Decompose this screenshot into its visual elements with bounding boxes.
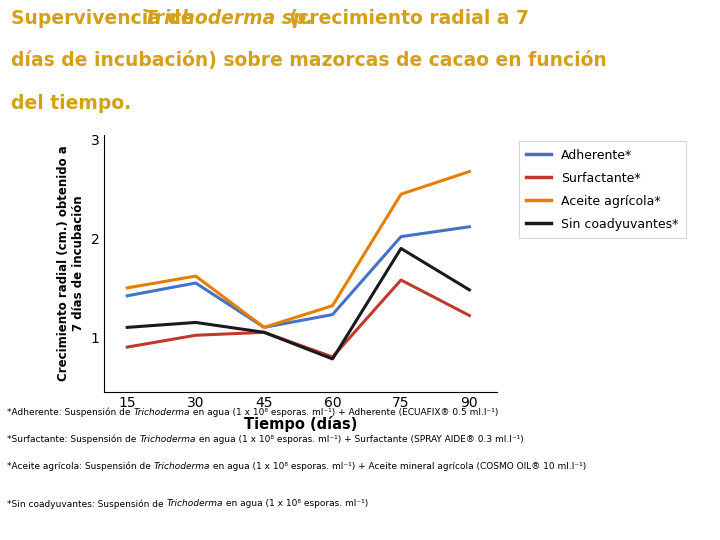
Text: Trichoderma sp.: Trichoderma sp. (144, 9, 313, 28)
Text: *Surfactante: Suspensión de: *Surfactante: Suspensión de (7, 435, 140, 444)
Text: en agua (1 x 10⁸ esporas. ml⁻¹) + Adherente (ECUAFIX® 0.5 ml.l⁻¹): en agua (1 x 10⁸ esporas. ml⁻¹) + Adhere… (190, 408, 498, 417)
Text: Trichoderma: Trichoderma (167, 500, 223, 509)
Text: *Adherente: Suspensión de: *Adherente: Suspensión de (7, 408, 134, 417)
Text: del tiempo.: del tiempo. (11, 93, 131, 112)
Text: (crecimiento radial a 7: (crecimiento radial a 7 (283, 9, 529, 28)
Text: días de incubación) sobre mazorcas de cacao en función: días de incubación) sobre mazorcas de ca… (11, 51, 606, 70)
Text: Trichoderma: Trichoderma (140, 435, 196, 444)
Text: *Aceite agrícola: Suspensión de: *Aceite agrícola: Suspensión de (7, 462, 154, 471)
Text: Supervivencia de: Supervivencia de (11, 9, 200, 28)
Legend: Adherente*, Surfactante*, Aceite agrícola*, Sin coadyuvantes*: Adherente*, Surfactante*, Aceite agrícol… (518, 141, 686, 238)
Text: en agua (1 x 10⁸ esporas. ml⁻¹) + Surfactante (SPRAY AIDE® 0.3 ml.l⁻¹): en agua (1 x 10⁸ esporas. ml⁻¹) + Surfac… (196, 435, 523, 444)
Text: en agua (1 x 10⁸ esporas. ml⁻¹): en agua (1 x 10⁸ esporas. ml⁻¹) (223, 500, 369, 509)
X-axis label: Tiempo (días): Tiempo (días) (244, 416, 357, 432)
Text: Trichoderma: Trichoderma (154, 462, 210, 471)
Text: Trichoderma: Trichoderma (134, 408, 190, 417)
Text: *Sin coadyuvantes: Suspensión de: *Sin coadyuvantes: Suspensión de (7, 500, 167, 509)
Text: en agua (1 x 10⁸ esporas. ml⁻¹) + Aceite mineral agrícola (COSMO OIL® 10 ml.l⁻¹): en agua (1 x 10⁸ esporas. ml⁻¹) + Aceite… (210, 462, 587, 471)
Y-axis label: Crecimiento radial (cm.) obtenido a
7 días de incubación: Crecimiento radial (cm.) obtenido a 7 dí… (57, 145, 85, 381)
